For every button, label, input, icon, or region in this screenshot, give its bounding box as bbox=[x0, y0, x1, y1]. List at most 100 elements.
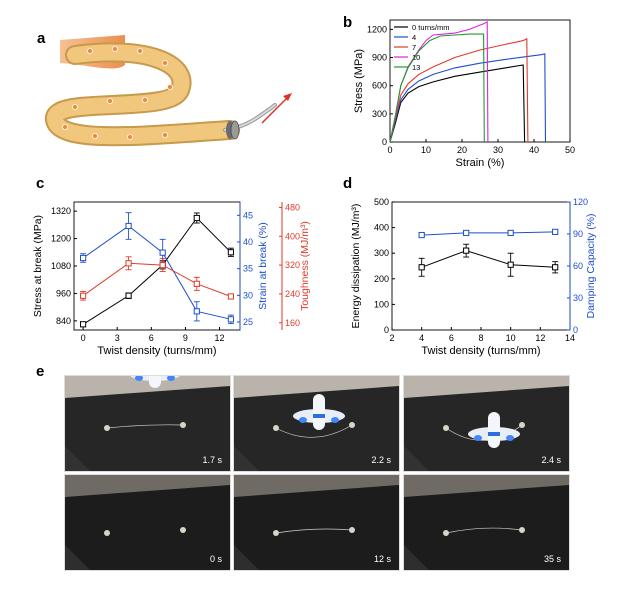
data-point bbox=[552, 264, 559, 271]
photo-frame-2-1: 0 s bbox=[64, 474, 231, 571]
y-tick-label-2: 480 bbox=[285, 202, 300, 212]
x-tick-label: 0 bbox=[81, 333, 86, 343]
energy-dissipation-chart: 2 4 6 8 10 12 14 Twist density (turns/mm) 0 100 20… bbox=[350, 197, 597, 357]
legend-entry-2: 7 bbox=[412, 43, 416, 52]
y-tick-label-0: 1080 bbox=[51, 261, 71, 271]
x-tick-label: 14 bbox=[565, 333, 575, 343]
y-tick-label-2: 160 bbox=[285, 318, 300, 328]
panel-label-b: b bbox=[343, 14, 353, 31]
y-tick-label-0: 500 bbox=[374, 197, 389, 207]
y-tick-label-2: 240 bbox=[285, 289, 300, 299]
data-point bbox=[227, 249, 235, 256]
photo-time-label: 1.7 s bbox=[202, 455, 222, 465]
x-tick-label: 6 bbox=[449, 333, 454, 343]
x-tick-label: 9 bbox=[183, 333, 188, 343]
y-tick-label-1: 120 bbox=[573, 197, 588, 207]
data-point bbox=[125, 222, 132, 230]
panel-label-d: d bbox=[343, 175, 353, 192]
x-tick-label: 10 bbox=[506, 333, 516, 343]
photo-time-label: 35 s bbox=[543, 554, 561, 564]
y-tick-label-0: 200 bbox=[374, 274, 389, 284]
data-point bbox=[79, 292, 87, 299]
y-tick-label-1: 30 bbox=[243, 290, 253, 300]
y-tick-label-0: 1320 bbox=[51, 206, 71, 216]
legend-entry-1: 4 bbox=[412, 33, 416, 42]
series-line-1 bbox=[82, 225, 232, 320]
twist-properties-chart: 0 3 6 9 12 Twist density (turns/mm) 840 960 1080… bbox=[32, 201, 311, 357]
data-point bbox=[418, 231, 425, 239]
y-axis-label-0: Energy dissipation (MJ/m³) bbox=[350, 204, 362, 329]
y-tick-label-0: 300 bbox=[374, 248, 389, 258]
data-point bbox=[463, 247, 470, 254]
legend-entry-0: 0 turns/mm bbox=[412, 23, 450, 32]
x-tick-label: 40 bbox=[529, 145, 539, 155]
photo-time-label: 2.4 s bbox=[541, 455, 561, 465]
x-tick-label: 4 bbox=[419, 333, 424, 343]
series-line-2 bbox=[389, 37, 529, 143]
data-point bbox=[418, 264, 425, 271]
x-tick-label: 12 bbox=[215, 333, 225, 343]
x-tick-label: 3 bbox=[115, 333, 120, 343]
x-tick-label: 12 bbox=[535, 333, 545, 343]
series-line-1 bbox=[421, 231, 556, 236]
y-tick-label-0: 960 bbox=[56, 288, 71, 298]
twist-ring bbox=[226, 120, 240, 140]
series-line-2 bbox=[82, 262, 232, 297]
x-tick-label: 0 bbox=[387, 145, 392, 155]
x-tick-label: 8 bbox=[478, 333, 483, 343]
photo-frame-2-2: 12 s bbox=[233, 474, 400, 571]
data-point bbox=[79, 321, 87, 328]
data-point bbox=[79, 254, 87, 262]
fiber-schematic-illustration bbox=[45, 35, 292, 147]
y-tick-label-2: 320 bbox=[285, 260, 300, 270]
legend-entry-4: 13 bbox=[412, 63, 420, 72]
y-tick-label-0: 840 bbox=[56, 316, 71, 326]
photo-frame-1-1: 1.7 s bbox=[64, 375, 231, 472]
series-line-0 bbox=[421, 250, 556, 268]
series-line-1 bbox=[389, 53, 547, 143]
y-tick-label-1: 30 bbox=[573, 293, 583, 303]
y-axis-label-1: Strain at break (%) bbox=[257, 222, 269, 310]
y-tick-label: 0 bbox=[382, 137, 387, 147]
stress-strain-chart: 0 10 20 30 40 50 0 300 600 900 1200 Strain (%) Stres… bbox=[353, 19, 575, 169]
plot-frame bbox=[389, 19, 571, 143]
y-tick-label-1: 0 bbox=[573, 325, 578, 335]
y-axis-label-1: Damping Capacity (%) bbox=[585, 213, 597, 318]
panel-label-c: c bbox=[36, 175, 45, 192]
series-line-4 bbox=[389, 33, 485, 143]
y-tick-label: 300 bbox=[372, 109, 387, 119]
x-axis-label: Twist density (turns/mm) bbox=[421, 345, 540, 357]
panel-label-a: a bbox=[37, 30, 46, 47]
y-tick-label: 1200 bbox=[367, 24, 387, 34]
y-tick-label: 600 bbox=[372, 81, 387, 91]
series-line-0 bbox=[389, 64, 526, 143]
y-tick-label-1: 60 bbox=[573, 261, 583, 271]
photo-frame-2-3: 35 s bbox=[403, 474, 570, 571]
panel-label-e: e bbox=[36, 363, 45, 380]
y-tick-label-1: 40 bbox=[243, 237, 253, 247]
data-point bbox=[193, 214, 200, 222]
y-tick-label-2: 400 bbox=[285, 231, 300, 241]
data-point bbox=[507, 261, 514, 268]
data-point bbox=[159, 249, 166, 256]
legend-entry-3: 10 bbox=[412, 53, 420, 62]
y-tick-label-0: 1200 bbox=[51, 234, 71, 244]
x-tick-label: 50 bbox=[565, 145, 575, 155]
y-axis-label-2: Toughness (MJ/m³) bbox=[299, 221, 311, 311]
y-tick-label-1: 35 bbox=[243, 264, 253, 274]
photo-frame-1-2: 2.2 s bbox=[233, 375, 400, 472]
photo-time-label: 0 s bbox=[209, 554, 222, 564]
y-tick-label-0: 400 bbox=[374, 223, 389, 233]
data-point bbox=[227, 316, 235, 323]
data-point bbox=[125, 292, 132, 299]
data-point bbox=[125, 260, 132, 267]
data-point bbox=[552, 228, 559, 235]
data-point bbox=[463, 229, 470, 237]
x-tick-label: 6 bbox=[149, 333, 154, 343]
x-tick-label: 10 bbox=[421, 145, 431, 155]
y-axis-label-0: Stress at break (MPa) bbox=[32, 215, 44, 317]
data-point bbox=[507, 229, 514, 237]
photo-time-label: 12 s bbox=[373, 554, 391, 564]
cell-dots bbox=[62, 45, 173, 141]
y-axis-label: Stress (MPa) bbox=[353, 49, 365, 113]
